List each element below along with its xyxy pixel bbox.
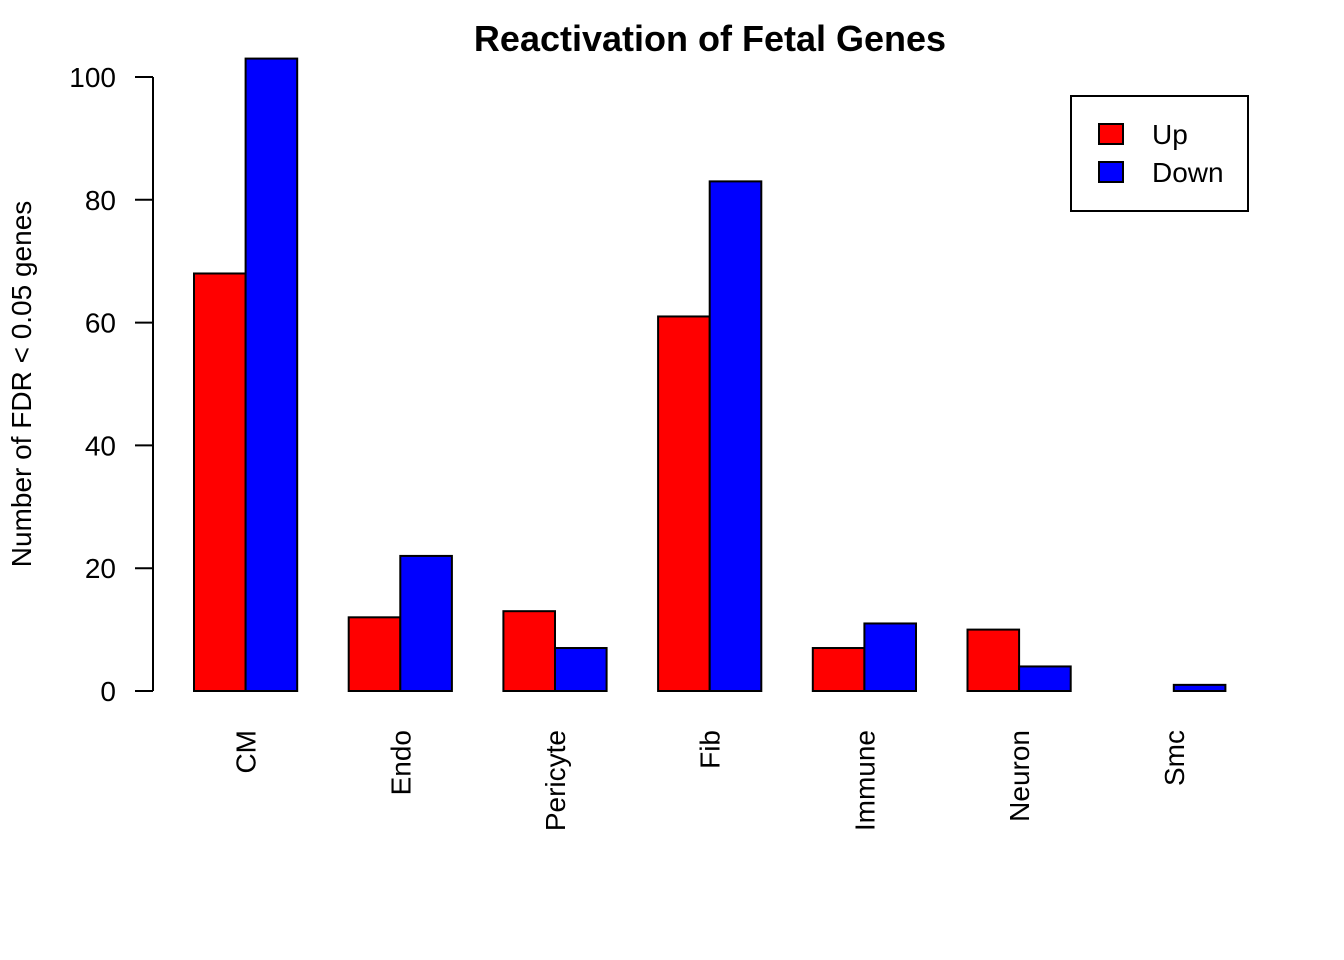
y-tick-label: 40: [85, 430, 116, 461]
bar-down-immune: [863, 622, 918, 693]
x-tick-label-endo: Endo: [385, 730, 416, 795]
bar-down-smc: [1172, 683, 1227, 692]
legend-box: [1070, 95, 1249, 212]
legend-swatch-up: [1098, 123, 1124, 145]
bar-up-neuron: [966, 628, 1021, 692]
x-tick-label-smc: Smc: [1159, 730, 1190, 786]
bar-up-immune: [811, 647, 866, 693]
y-tick-label: 100: [69, 62, 116, 93]
x-tick-label-fib: Fib: [695, 730, 726, 769]
legend-label-up: Up: [1152, 119, 1188, 150]
legend-label-down: Down: [1152, 157, 1224, 188]
bar-down-cm: [244, 57, 299, 692]
x-tick-label-immune: Immune: [849, 730, 880, 831]
y-tick-label: 0: [100, 676, 116, 707]
x-tick-label-cm: CM: [231, 730, 262, 774]
bar-up-endo: [347, 616, 402, 693]
x-axis-labels: CM Endo Pericyte Fib Immune Neuron Smc: [231, 730, 1190, 831]
bar-up-pericyte: [502, 610, 556, 692]
legend-swatch-down: [1098, 161, 1124, 183]
bar-down-fib: [708, 180, 763, 692]
bar-up-fib: [657, 315, 711, 692]
bar-up-cm: [193, 272, 247, 692]
bar-down-pericyte: [554, 647, 608, 693]
y-tick-label: 20: [85, 553, 116, 584]
bar-down-endo: [399, 554, 453, 692]
bar-down-neuron: [1018, 665, 1072, 693]
chart-title: Reactivation of Fetal Genes: [474, 18, 946, 59]
y-axis: 0 20 40 60 80 100: [69, 62, 154, 707]
legend: Up Down: [1070, 95, 1249, 212]
bars-group: [193, 57, 1227, 693]
x-tick-label-neuron: Neuron: [1004, 730, 1035, 822]
y-tick-label: 80: [85, 185, 116, 216]
y-axis-label: Number of FDR < 0.05 genes: [6, 201, 37, 568]
y-tick-label: 60: [85, 308, 116, 339]
x-tick-label-pericyte: Pericyte: [540, 730, 571, 831]
